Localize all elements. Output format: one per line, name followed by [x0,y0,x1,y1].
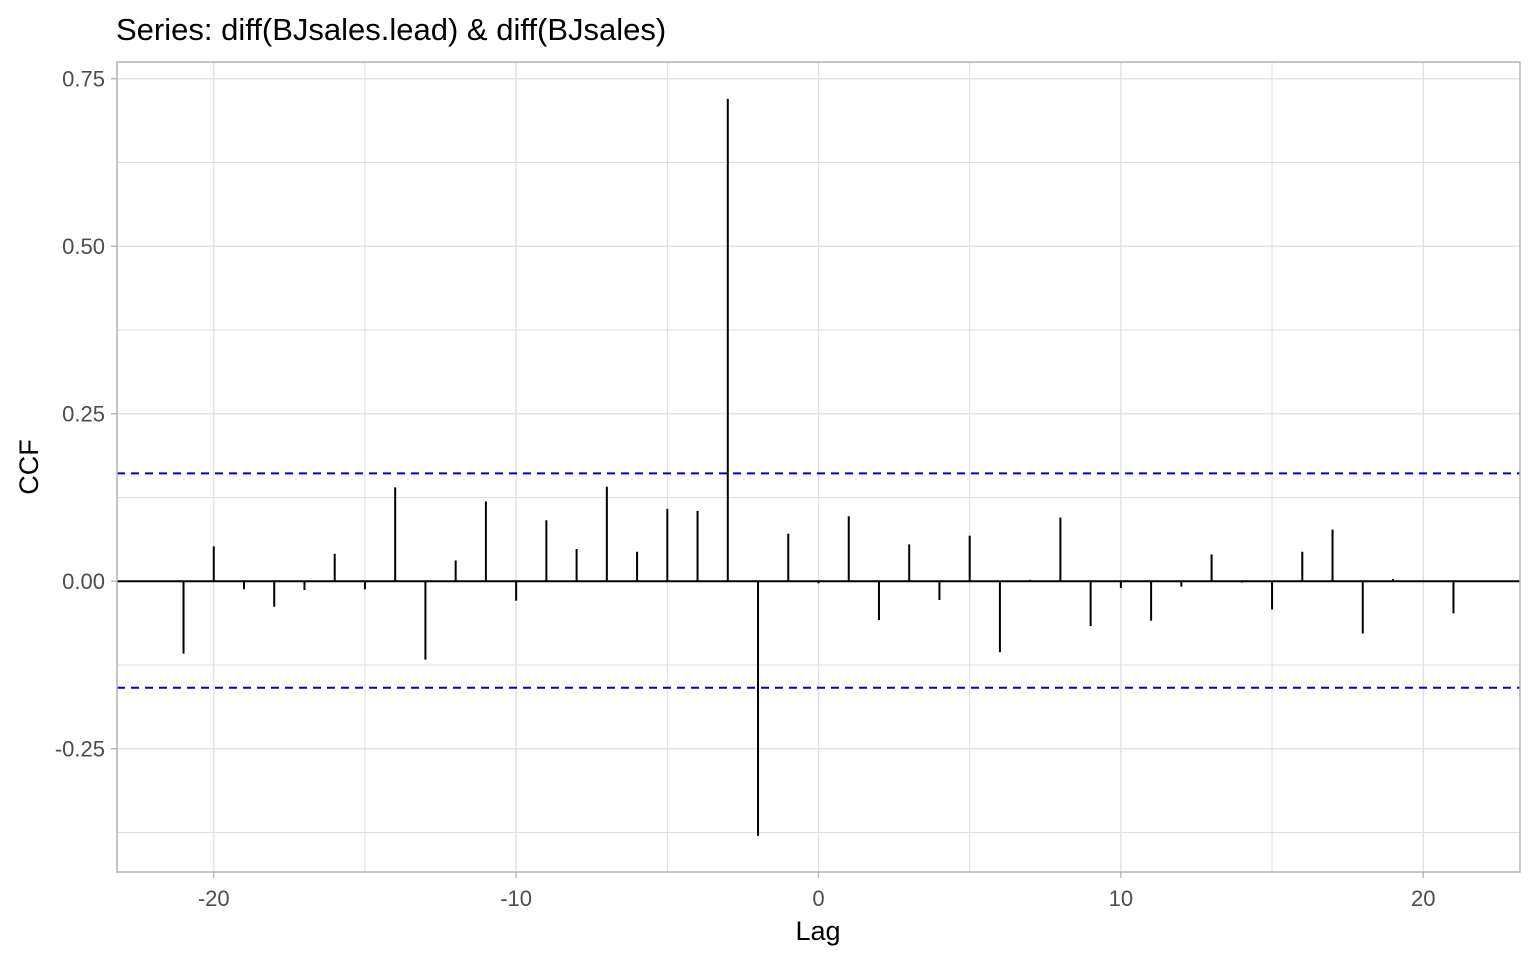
x-axis-ticks: -20 -10 0 10 20 [198,872,1435,911]
x-axis-title: Lag [795,916,840,946]
x-tick-label: 0 [812,886,824,911]
x-tick-label: 10 [1109,886,1133,911]
confidence-bounds [117,472,1520,689]
x-tick-label: -20 [198,886,230,911]
y-tick-label: -0.25 [55,737,105,762]
y-tick-label: 0.25 [62,402,105,427]
y-tick-label: 0.00 [62,569,105,594]
x-tick-label: -10 [500,886,532,911]
grid-lines [117,62,1520,872]
y-tick-label: 0.75 [62,67,105,92]
y-tick-label: 0.50 [62,234,105,259]
x-tick-label: 20 [1411,886,1435,911]
y-axis-title: CCF [14,439,44,495]
chart-title: Series: diff(BJsales.lead) & diff(BJsale… [116,12,666,47]
ccf-bars [117,98,1520,836]
y-axis-ticks: -0.25 0.00 0.25 0.50 0.75 [55,67,117,762]
